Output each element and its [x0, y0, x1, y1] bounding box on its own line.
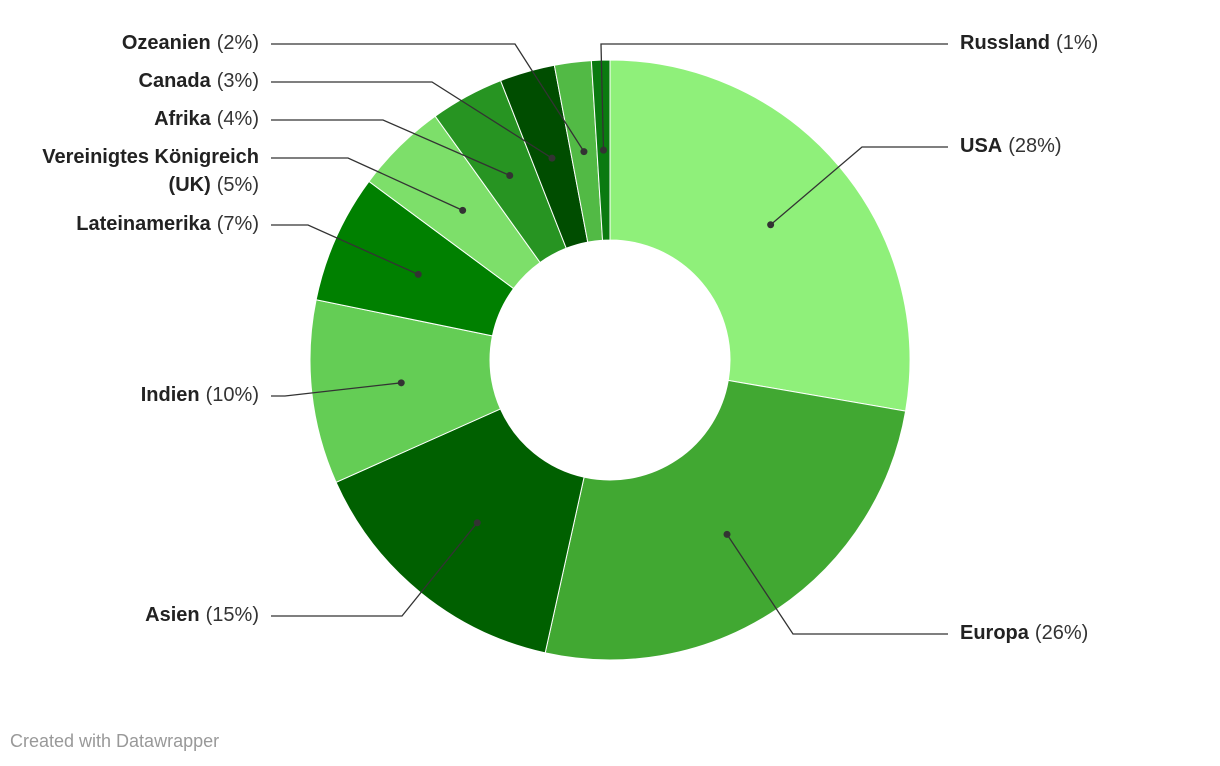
leader-dot: [548, 154, 556, 162]
label: USA (28%): [960, 135, 1062, 157]
value-label: (3%): [217, 70, 259, 92]
leader-line: [770, 146, 948, 226]
label: Asien (15%): [145, 604, 259, 626]
slices: [309, 59, 911, 661]
leader-dot: [414, 270, 422, 278]
leader-line: [271, 382, 402, 397]
slice: [335, 408, 585, 654]
leader-dot: [397, 379, 405, 387]
label: Russland (1%): [960, 32, 1098, 54]
category-label: Indien: [141, 384, 200, 406]
value-label: (15%): [206, 604, 259, 626]
leader-dot: [599, 146, 607, 154]
leader-dot: [459, 206, 467, 214]
labels: USA (28%) Europa (26%) Asien (15%) Indien (10%)…: [42, 32, 1098, 644]
label: (UK) (5%): [169, 174, 259, 196]
leader-line: [271, 157, 463, 211]
leader-line: [271, 81, 553, 159]
label: Europa (26%): [960, 622, 1088, 644]
label: Canada (3%): [139, 70, 259, 92]
label: Indien (10%): [141, 384, 259, 406]
category-label: Asien: [145, 604, 199, 626]
value-label: (5%): [217, 174, 259, 196]
value-label: (10%): [206, 384, 259, 406]
leader-dot: [580, 148, 588, 156]
category-label: Europa: [960, 622, 1030, 644]
category-label: USA: [960, 135, 1002, 157]
label: Lateinamerika (7%): [76, 213, 259, 235]
footer: Created with Datawrapper: [10, 731, 219, 751]
leader-line: [271, 119, 511, 177]
category-label: Lateinamerika: [76, 213, 211, 235]
leader-dot: [506, 171, 514, 179]
label: Afrika (4%): [154, 108, 259, 130]
category-label: Vereinigtes Königreich: [42, 146, 259, 168]
leader-dot: [723, 530, 731, 538]
category-label: (UK): [169, 174, 211, 196]
value-label: (4%): [217, 108, 259, 130]
value-label: (2%): [217, 32, 259, 54]
leader-line: [271, 522, 478, 617]
category-label: Ozeanien: [122, 32, 211, 54]
category-label: Afrika: [154, 108, 212, 130]
leader-dot: [473, 519, 481, 527]
label: Vereinigtes Königreich: [42, 146, 259, 168]
slice: [544, 379, 907, 661]
leader-line: [726, 534, 948, 635]
value-label: (7%): [217, 213, 259, 235]
value-label: (26%): [1035, 622, 1088, 644]
leader-line: [600, 43, 948, 151]
category-label: Russland: [960, 32, 1050, 54]
leader-line: [271, 224, 419, 275]
category-label: Canada: [139, 70, 212, 92]
leader-line: [271, 43, 585, 152]
slice: [609, 59, 911, 412]
value-label: (28%): [1008, 135, 1061, 157]
leader-dot: [767, 221, 775, 229]
label: Ozeanien (2%): [122, 32, 259, 54]
value-label: (1%): [1056, 32, 1098, 54]
